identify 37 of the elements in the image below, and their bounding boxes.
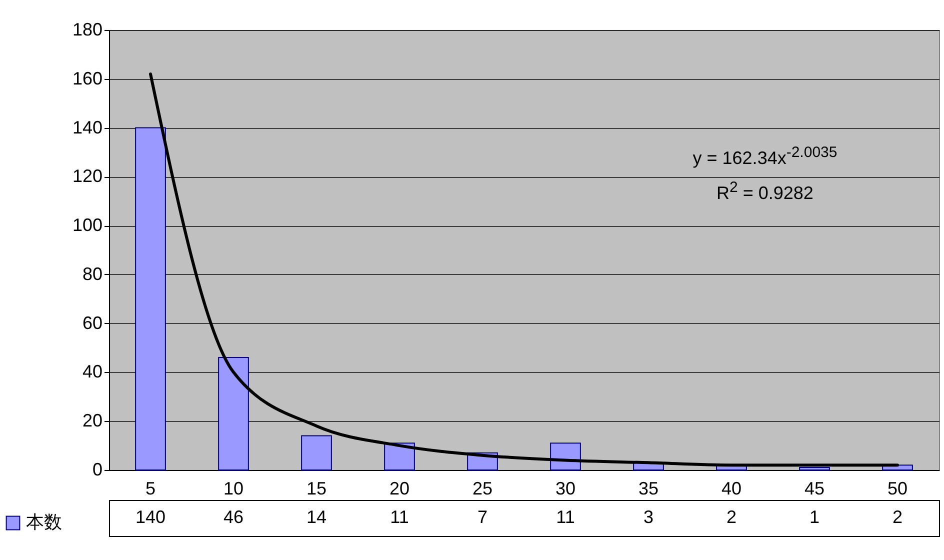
data-label: 1 — [809, 507, 820, 527]
y-tick-label: 40 — [82, 362, 102, 382]
bar — [135, 127, 166, 470]
x-tick-label: 25 — [472, 478, 493, 498]
x-tick-label: 40 — [721, 478, 742, 498]
x-tick-label: 20 — [389, 478, 410, 498]
data-label: 14 — [306, 507, 327, 527]
bar — [218, 357, 249, 470]
bar — [301, 435, 332, 470]
annotation: R$^{2}$ = 0.9282 — [716, 178, 814, 205]
x-tick-label: 35 — [638, 478, 659, 498]
data-label: 46 — [223, 507, 244, 527]
y-tick-label: 0 — [92, 460, 102, 480]
x-tick-label: 50 — [887, 478, 908, 498]
y-tick-label: 120 — [72, 166, 102, 186]
legend-label: 本数 — [26, 512, 62, 532]
y-tick-label: 180 — [72, 20, 102, 40]
y-tick-label: 20 — [82, 410, 102, 431]
data-label: 2 — [726, 507, 737, 527]
y-tick-label: 140 — [72, 117, 102, 138]
y-tick-label: 100 — [72, 215, 102, 236]
data-label: 7 — [477, 507, 488, 527]
y-tick-label: 80 — [82, 264, 102, 284]
bar — [799, 467, 830, 470]
x-tick-label: 30 — [555, 478, 576, 498]
data-label: 3 — [643, 507, 654, 527]
annotation: y = 162.34x$^{-2.0035}$ — [692, 143, 838, 170]
x-tick-label: 15 — [306, 478, 327, 498]
y-tick-label: 160 — [72, 68, 102, 88]
y-tick-label: 60 — [82, 312, 102, 333]
data-label: 2 — [892, 507, 903, 527]
x-tick-label: 10 — [223, 478, 244, 498]
x-tick-label: 45 — [804, 478, 825, 498]
data-label: 11 — [390, 507, 409, 527]
x-tick-label: 5 — [145, 478, 156, 498]
data-label: 11 — [556, 507, 575, 527]
data-label: 140 — [135, 507, 166, 527]
